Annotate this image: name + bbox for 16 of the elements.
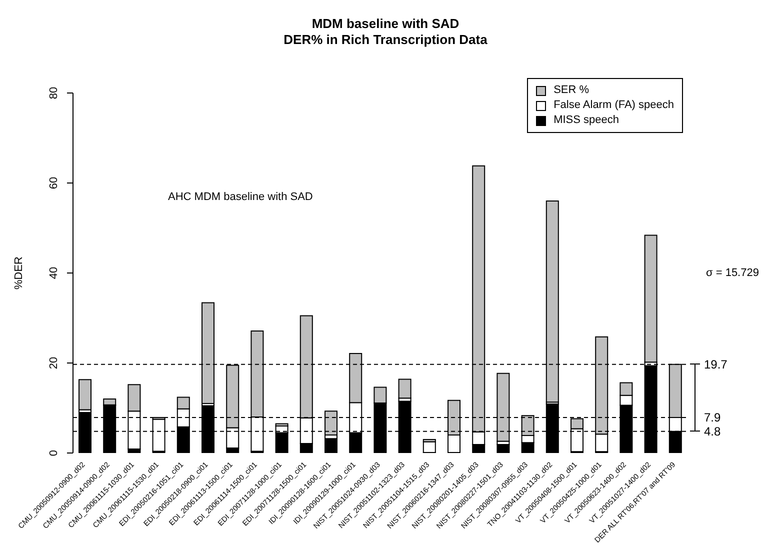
chart-title: MDM baseline with SAD — [310, 16, 460, 32]
text: σ = 15.729 — [706, 267, 759, 279]
y-tick-label: 0 — [48, 450, 60, 456]
annotation: AHC MDM baseline with SAD — [168, 191, 313, 204]
legend-label: MISS speech — [554, 113, 619, 128]
y-tick-label: 20 — [48, 356, 60, 370]
legend-label: False Alarm (FA) speech — [554, 98, 674, 113]
chart-subtitle: DER% in Rich Transcription Data — [282, 32, 488, 48]
ref-line-label: 7.9 — [704, 410, 722, 425]
y-tick-label: 60 — [48, 176, 60, 190]
ref-line-label: 19.7 — [704, 358, 728, 372]
y-tick-label: 80 — [48, 86, 60, 100]
y-tick-label: 40 — [48, 266, 60, 280]
y-axis-title: %DER — [12, 256, 25, 290]
ref-line-label: 4.8 — [704, 424, 722, 439]
legend-label: SER % — [554, 83, 590, 98]
